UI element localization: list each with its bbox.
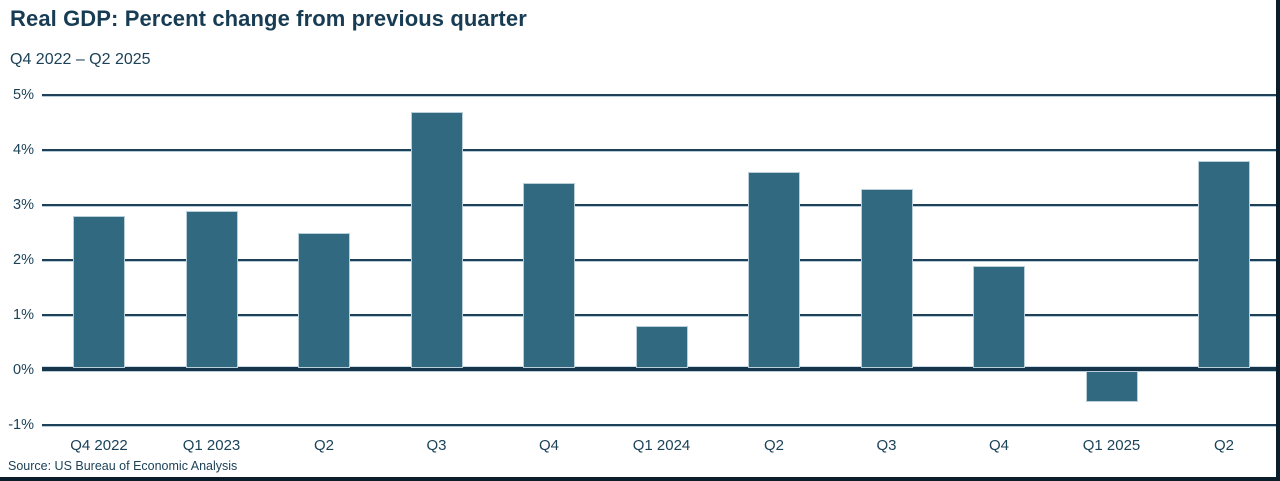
zero-gridline xyxy=(42,367,1277,371)
x-tick-label: Q4 xyxy=(538,437,559,454)
y-tick-label: 3% xyxy=(13,197,34,213)
gridline xyxy=(42,314,1277,316)
bar-q3 xyxy=(860,188,913,368)
right-frame-line xyxy=(1276,0,1280,481)
x-tick-label: Q2 xyxy=(763,437,784,454)
y-tick-label: 5% xyxy=(13,87,34,103)
bar-q4 xyxy=(523,183,575,368)
x-tick-label: Q1 2025 xyxy=(1082,437,1141,454)
y-tick-label: 1% xyxy=(13,307,34,323)
y-tick-label: 2% xyxy=(13,252,34,268)
bar-q2 xyxy=(1198,161,1250,368)
y-tick-label: -1% xyxy=(8,417,34,433)
bar-q4 xyxy=(973,265,1025,368)
chart-subtitle: Q4 2022 – Q2 2025 xyxy=(10,51,151,68)
x-tick-label: Q1 2023 xyxy=(182,437,241,454)
gridline xyxy=(42,204,1277,206)
x-tick-label: Q4 2022 xyxy=(70,437,128,454)
bar-q2 xyxy=(748,172,800,368)
bar-q4-2022 xyxy=(73,216,125,368)
x-tick-label: Q2 xyxy=(313,437,334,454)
bar-q2 xyxy=(298,232,350,368)
source-note: Source: US Bureau of Economic Analysis xyxy=(8,459,238,473)
bar-q1-2023 xyxy=(185,210,238,368)
x-tick-label: Q2 xyxy=(1213,437,1234,454)
gridline xyxy=(42,94,1277,96)
bar-q1-2025 xyxy=(1085,371,1138,402)
bottom-frame-line xyxy=(0,477,1280,481)
y-tick-label: 4% xyxy=(13,142,34,158)
y-tick-label: 0% xyxy=(13,362,34,378)
gridline xyxy=(42,259,1277,261)
x-tick-label: Q3 xyxy=(876,437,897,454)
bar-q1-2024 xyxy=(635,326,688,368)
x-tick-label: Q3 xyxy=(426,437,447,454)
chart-title: Real GDP: Percent change from previous q… xyxy=(10,6,527,31)
bar-q3 xyxy=(410,111,463,368)
x-tick-label: Q1 2024 xyxy=(632,437,691,454)
x-tick-label: Q4 xyxy=(988,437,1009,454)
gridline xyxy=(42,149,1277,151)
gridline xyxy=(42,424,1277,426)
